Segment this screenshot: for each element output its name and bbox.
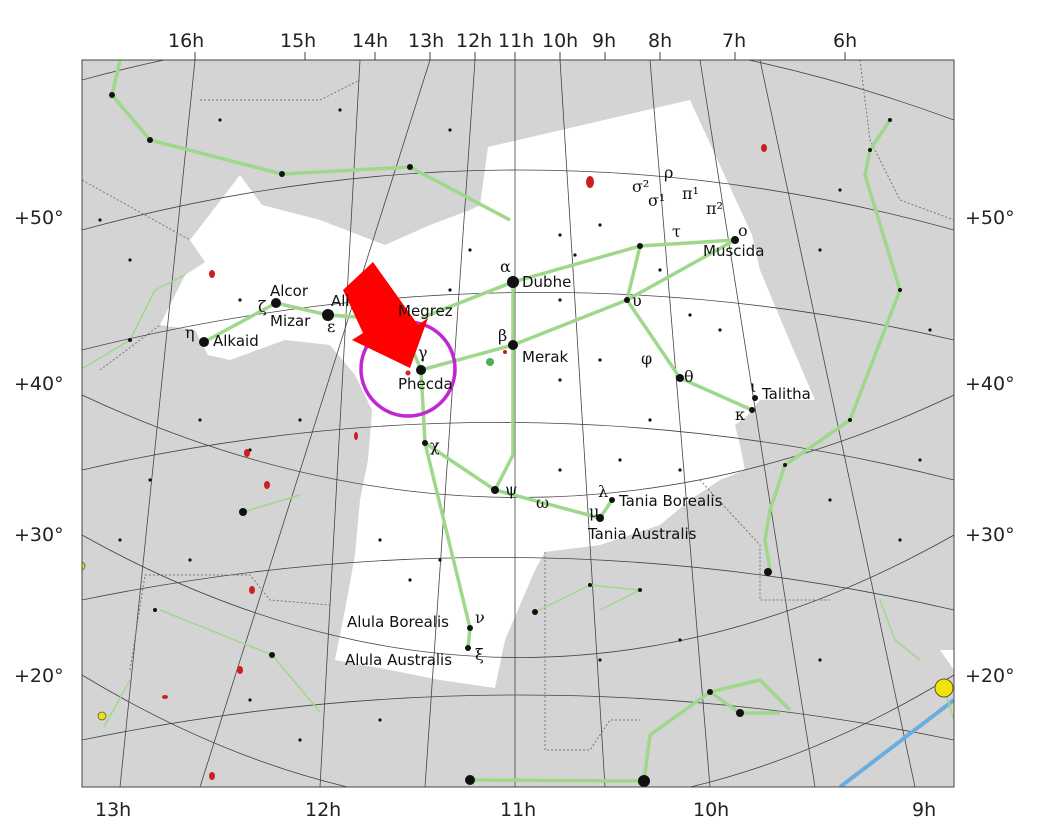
greek-labels: α β γ ε ζ η χ ψ ω λ μ ν ξ υ φ θ τ ο ρ σ²…	[185, 163, 756, 664]
ra-top-label: 14h	[352, 30, 388, 52]
greek-alpha: α	[500, 257, 511, 276]
ra-top-label: 6h	[833, 30, 857, 52]
dec-left-label: +40°	[14, 373, 64, 395]
greek-gamma: γ	[418, 343, 428, 362]
dec-left-label: +50°	[14, 207, 64, 229]
greek-iota: ι	[750, 377, 756, 396]
galaxies	[162, 144, 767, 780]
ra-top-label: 10h	[542, 30, 578, 52]
stars	[98, 92, 932, 787]
ra-bottom-label: 12h	[305, 799, 341, 821]
dec-right-label: +40°	[965, 373, 1015, 395]
label-alula-australis: Alula Australis	[345, 651, 452, 669]
ra-labels-bottom: 13h 12h 11h 10h 9h	[95, 799, 936, 821]
label-alcor: Alcor	[270, 282, 309, 300]
chart-frame	[81, 59, 955, 788]
greek-epsilon: ε	[327, 317, 335, 336]
label-talitha: Talitha	[761, 385, 811, 403]
label-alula-borealis: Alula Borealis	[347, 613, 449, 631]
greek-mu: μ	[589, 502, 599, 521]
dec-labels-right: +50° +40° +30° +20°	[965, 207, 1015, 687]
greek-upsilon: υ	[632, 291, 642, 310]
label-mizar: Mizar	[270, 312, 311, 330]
label-dubhe: Dubhe	[522, 273, 571, 291]
label-tania-australis: Tania Australis	[587, 525, 697, 543]
dec-right-label: +50°	[965, 207, 1015, 229]
ra-bottom-label: 9h	[912, 799, 936, 821]
constellation-boundaries	[82, 60, 954, 751]
label-phecda: Phecda	[398, 375, 453, 393]
star-labels: Alcor Mizar Ali Megrez Alkaid Dubhe Mera…	[213, 242, 811, 669]
ra-bottom-label: 10h	[693, 799, 729, 821]
greek-lambda: λ	[598, 482, 608, 501]
marker-yellow	[934, 678, 954, 698]
ra-top-label: 9h	[592, 30, 616, 52]
label-alioth: Ali	[331, 292, 350, 310]
ra-top-label: 16h	[168, 30, 204, 52]
ra-top-label: 15h	[280, 30, 316, 52]
greek-sigma2: σ²	[632, 177, 649, 196]
greek-pi1: π¹	[682, 184, 699, 203]
ecliptic-line	[838, 698, 954, 787]
ra-labels-top: 16h 15h 14h 13h 12h 11h 10h 9h 8h 7h 6h	[168, 30, 857, 52]
greek-beta: β	[498, 326, 507, 345]
dec-right-label: +30°	[965, 524, 1015, 546]
ra-bottom-label: 13h	[95, 799, 131, 821]
tick-marks	[194, 52, 846, 60]
greek-rho: ρ	[664, 163, 673, 182]
area-fragment	[940, 650, 954, 670]
greek-omega: ω	[536, 493, 549, 512]
label-megrez: Megrez	[398, 302, 453, 320]
marker-yellow-small-2	[97, 711, 107, 721]
label-alkaid: Alkaid	[213, 332, 259, 350]
greek-eta: η	[185, 323, 195, 342]
greek-zeta: ζ	[258, 297, 267, 316]
label-muscida: Muscida	[703, 242, 764, 260]
greek-sigma1: σ¹	[648, 191, 665, 210]
marker-yellow-small	[82, 561, 86, 571]
dec-left-label: +30°	[14, 524, 64, 546]
ra-top-label: 13h	[408, 30, 444, 52]
ra-top-label: 7h	[722, 30, 746, 52]
ra-grid	[119, 60, 916, 787]
ra-top-label: 11h	[498, 30, 534, 52]
greek-xi: ξ	[475, 645, 484, 664]
greek-nu: ν	[475, 608, 485, 627]
greek-omicron: ο	[738, 221, 748, 240]
ra-top-label: 12h	[456, 30, 492, 52]
greek-theta: θ	[684, 367, 694, 386]
ra-top-label: 8h	[648, 30, 672, 52]
marker-green	[486, 358, 494, 366]
pointer-arrow	[343, 262, 428, 368]
greek-phi: φ	[641, 349, 652, 368]
dec-right-label: +20°	[965, 665, 1015, 687]
greek-kappa: κ	[735, 405, 745, 424]
greek-pi2: π²	[706, 199, 723, 218]
greek-psi: ψ	[505, 480, 518, 499]
greek-chi: χ	[430, 436, 440, 455]
greek-tau: τ	[672, 222, 681, 241]
label-merak: Merak	[522, 348, 569, 366]
label-tania-borealis: Tania Borealis	[618, 492, 723, 510]
ra-bottom-label: 11h	[500, 799, 536, 821]
dec-left-label: +20°	[14, 665, 64, 687]
dec-labels-left: +50° +40° +30° +20°	[14, 207, 64, 687]
